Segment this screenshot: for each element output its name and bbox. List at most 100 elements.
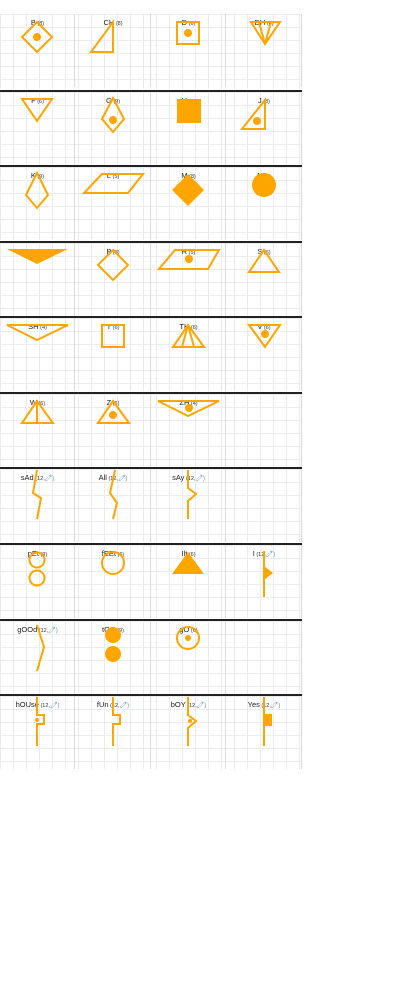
symbol-cell: pEt (9) — [0, 545, 75, 618]
sound-count: (6) — [187, 21, 196, 27]
symbol-label: R (5) — [151, 247, 226, 256]
sound-count: (9) — [111, 99, 121, 105]
symbol-cell: H (6) — [151, 92, 226, 165]
wide-down-triangle-dot-icon — [157, 400, 220, 418]
symbol-cell — [227, 469, 302, 542]
symbol-cell: All (12,🧷) — [76, 469, 151, 542]
kite-icon — [24, 170, 50, 210]
two-circles-icon — [28, 551, 46, 587]
symbol-label: V (6) — [227, 322, 302, 331]
stem-block-icon — [262, 697, 272, 746]
down-triangle-icon — [20, 98, 54, 123]
symbol-row: W (6) Z (6) ZH (4) — [0, 392, 302, 467]
sound-name: Yes — [247, 700, 260, 709]
sound-name: sAd — [20, 473, 34, 482]
up-triangle-dot-icon — [95, 399, 131, 424]
sound-name: F — [31, 96, 36, 105]
symbol-row: K (9)L (5)M (8)N (6) — [0, 165, 302, 240]
sound-count: (6) — [36, 401, 46, 407]
right-triangle-icon — [88, 18, 114, 53]
symbol-label: ZH (4) — [151, 398, 226, 407]
sound-count: (8) — [114, 21, 123, 27]
symbol-cell: B (8) — [0, 14, 75, 87]
symbol-cell: tOO (9) — [76, 621, 151, 694]
sound-name: S — [257, 247, 263, 256]
symbol-label: hOUse (12,🧷) — [0, 700, 75, 709]
sound-name: fUn — [96, 700, 109, 709]
zigzag-a-icon — [31, 469, 43, 520]
symbol-label: I (12,🧷) — [227, 549, 302, 558]
symbol-cell: I (12,🧷) — [227, 545, 302, 618]
filled-square-icon — [177, 99, 201, 123]
symbol-label: F (6) — [0, 96, 75, 105]
down-triangle-lines-icon — [248, 21, 282, 46]
sound-count: (12, — [185, 703, 197, 709]
symbol-cell: SH (4) — [0, 318, 75, 391]
two-filled-circles-icon — [104, 627, 121, 662]
symbol-row: sAd (12,🧷) All (12,🧷) sAy (12,🧷) — [0, 467, 302, 542]
sound-count: (12, — [38, 703, 50, 709]
symbol-cell: fUn (12,🧷) — [76, 696, 151, 769]
sound-name: bOY — [170, 700, 186, 709]
sound-count: (6) — [189, 628, 198, 634]
symbol-label: B (8) — [0, 18, 75, 27]
sound-name: T — [106, 322, 112, 331]
sound-count: (12, — [108, 703, 120, 709]
symbol-cell: gOOd (12,🧷) — [0, 621, 75, 694]
symbol-cell: D (6) — [151, 14, 226, 87]
symbol-row: hOUse (12,🧷) fUn (12,🧷) bOY (12,🧷) Yes (12,… — [0, 694, 302, 769]
symbol-cell: CH (8) — [76, 14, 151, 87]
sound-name: gO — [179, 625, 190, 634]
symbol-label: fUn (12,🧷) — [76, 700, 151, 709]
sound-name: sAy — [172, 473, 185, 482]
symbol-cell: Z (6) — [76, 394, 151, 467]
sound-name: B — [30, 18, 36, 27]
symbol-label: G (9) — [76, 96, 151, 105]
circle-icon — [100, 551, 125, 575]
symbol-cell: R (5) — [151, 243, 226, 316]
up-triangle-line-icon — [20, 399, 55, 424]
sound-count: (6) — [189, 325, 198, 331]
symbol-cell: T (6) — [76, 318, 151, 391]
symbol-cell: W (6) — [0, 394, 75, 467]
filled-circle-icon — [251, 173, 276, 197]
sound-name: SH — [28, 322, 39, 331]
sound-name: R — [181, 247, 188, 256]
symbol-label: J (8) — [227, 96, 302, 105]
sound-count: (9) — [39, 552, 48, 558]
symbol-cell — [227, 621, 302, 694]
right-triangle-dot-icon — [239, 97, 266, 130]
paperclip-icon: 🧷) — [265, 552, 276, 558]
sound-name: W — [29, 398, 37, 407]
symbol-cell: hOUse (12,🧷) — [0, 696, 75, 769]
sound-count: (9) — [115, 628, 124, 634]
symbol-label: S (6) — [227, 247, 302, 256]
symbol-label: sAy (12,🧷) — [151, 473, 226, 482]
sound-name: Ilt — [181, 549, 188, 558]
kite-dot-icon — [100, 95, 125, 134]
symbol-label: W (6) — [0, 398, 75, 407]
symbol-label: Yes (12,🧷) — [227, 700, 302, 709]
symbol-cell: L (5) — [76, 167, 151, 240]
up-triangle-lines-icon — [171, 323, 206, 348]
sound-count: (12, — [37, 628, 49, 634]
symbol-cell — [227, 394, 302, 467]
page-bottom — [0, 794, 302, 795]
symbol-label: CH (8) — [76, 18, 151, 27]
sound-name: V — [257, 322, 263, 331]
paperclip-icon: 🧷) — [49, 703, 60, 709]
paperclip-icon: 🧷) — [270, 703, 281, 709]
filled-wide-down-triangle-icon — [7, 249, 68, 264]
sound-name: TH — [179, 322, 190, 331]
sound-count: (5) — [110, 174, 120, 180]
stem-chevron-icon — [187, 470, 198, 519]
sound-count: (12, — [259, 703, 271, 709]
wide-down-triangle-icon — [6, 324, 69, 342]
symbol-row: F (6)G (9)H (6)J (8) — [0, 90, 302, 165]
sound-name: G — [105, 96, 112, 105]
sound-name: J — [258, 96, 262, 105]
sound-name: I — [252, 549, 255, 558]
symbol-row: NG (4)P (8)R (5)S (6) — [0, 241, 302, 316]
symbol-cell: Yes (12,🧷) — [227, 696, 302, 769]
sound-name: All — [98, 473, 107, 482]
